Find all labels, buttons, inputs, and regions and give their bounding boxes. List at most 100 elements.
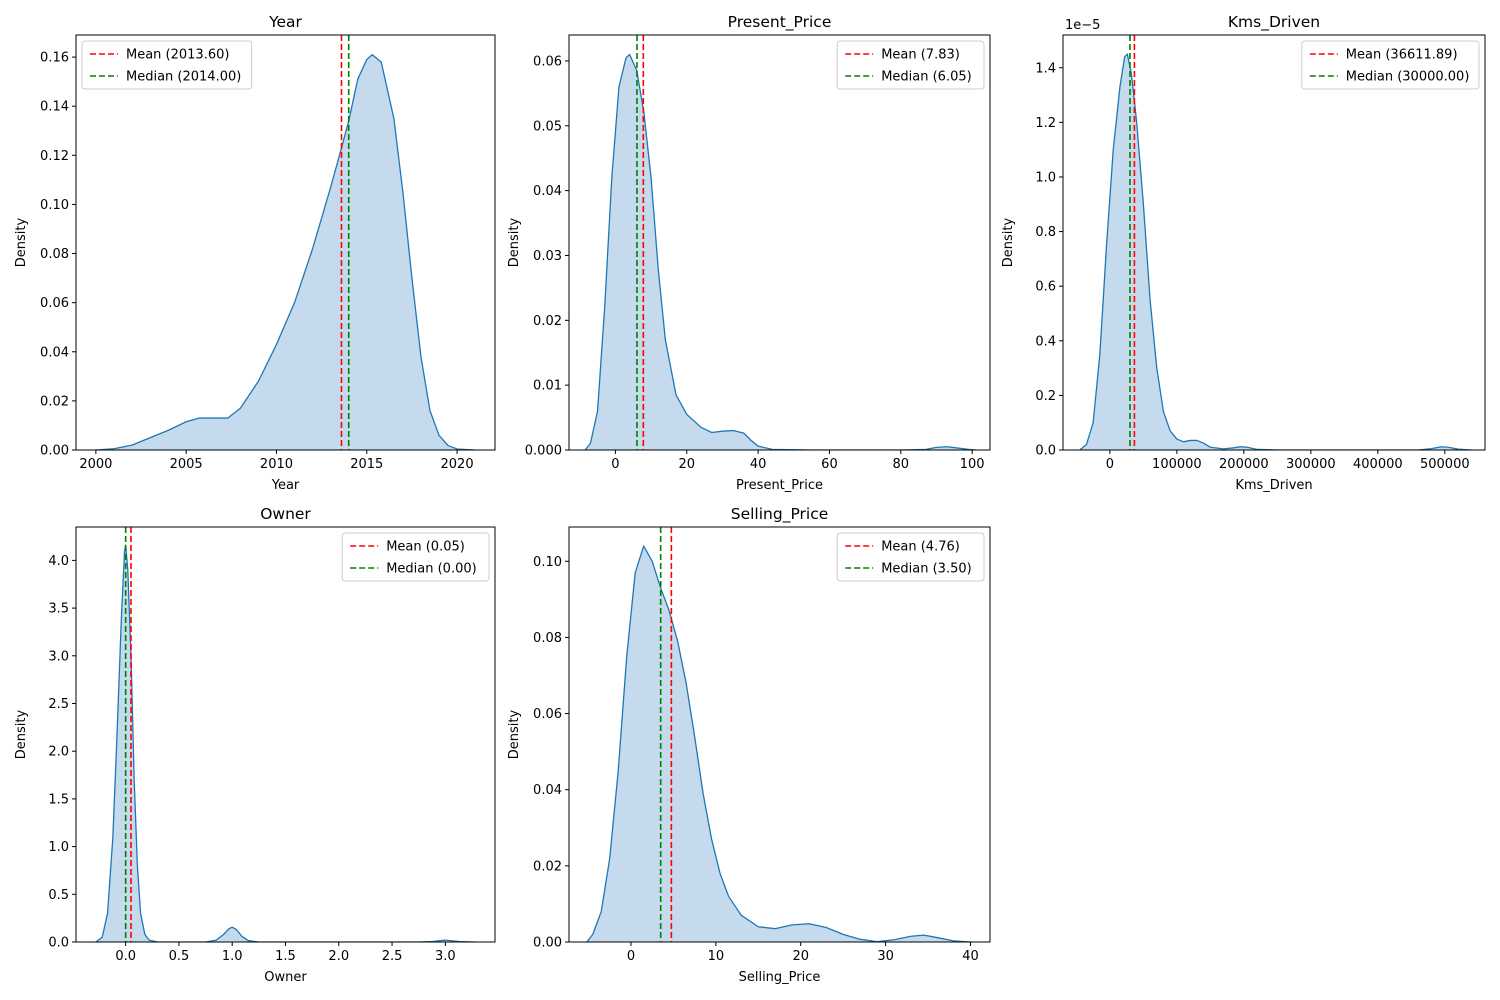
y-tick-label: 0.0	[48, 936, 69, 951]
y-tick-label: 0.2	[1035, 389, 1056, 404]
x-tick-label: 300000	[1286, 457, 1336, 472]
axes-frame	[568, 34, 991, 451]
subplot-title: Present_Price	[728, 13, 832, 32]
density-area	[1079, 54, 1472, 450]
x-tick-label: 100000	[1152, 457, 1202, 472]
y-axis-label: Density	[14, 217, 29, 267]
x-tick-label: 500000	[1420, 457, 1470, 472]
density-area	[585, 54, 976, 450]
subplot-kms_driven: 0 100000 200000 300000 400000 500000 0.0 0.2 0.4…	[1001, 13, 1486, 493]
x-tick-label: 2020	[441, 457, 474, 472]
y-tick-label: 0.10	[40, 198, 69, 213]
y-tick-label: 1.4	[1035, 61, 1056, 76]
x-axis-label: Present_Price	[736, 478, 823, 493]
x-tick-label: 2.5	[382, 949, 403, 964]
y-tick-label: 0.000	[525, 444, 562, 459]
x-tick-label: 10	[708, 949, 725, 964]
x-tick-label: 400000	[1353, 457, 1403, 472]
legend-median-label: Median (6.05)	[881, 70, 972, 85]
y-tick-label: 0.06	[40, 296, 69, 311]
x-tick-label: 0.0	[115, 949, 136, 964]
x-tick-label: 2010	[260, 457, 293, 472]
x-tick-label: 2015	[350, 457, 383, 472]
x-tick-label: 2.0	[328, 949, 349, 964]
y-tick-label: 0.08	[533, 631, 562, 646]
x-tick-label: 200000	[1219, 457, 1269, 472]
x-tick-label: 40	[750, 457, 767, 472]
axes-frame	[568, 526, 991, 943]
legend: Mean (7.83) Median (6.05)	[836, 40, 985, 90]
density-line	[1079, 53, 1472, 450]
x-tick-label: 2000	[79, 457, 112, 472]
subplot-title: Owner	[260, 505, 311, 523]
y-tick-label: 0.06	[533, 54, 562, 69]
y-axis-label: Density	[1001, 217, 1016, 267]
y-tick-label: 0.02	[40, 394, 69, 409]
y-tick-label: 0.5	[48, 888, 69, 903]
density-line	[584, 53, 976, 450]
y-tick-label: 0.4	[1035, 334, 1056, 349]
subplot-present_price: 0 20 40 60 80 100 0.000 0.01 0.02 0.03 0.04 0.05 0.0…	[507, 13, 991, 493]
y-tick-label: 0.05	[533, 119, 562, 134]
legend: Mean (2013.60) Median (2014.00)	[81, 40, 253, 90]
y-tick-label: 0.16	[40, 51, 69, 66]
y-tick-label: 1.0	[48, 840, 69, 855]
legend-mean-label: Mean (2013.60)	[126, 48, 229, 63]
legend-median-label: Median (30000.00)	[1346, 70, 1470, 85]
subplot-owner: 0.0 0.5 1.0 1.5 2.0 2.5 3.0 0.0 0.5 1.0 1.5 2.0 2.5 3…	[14, 505, 496, 985]
y-tick-label: 0.04	[533, 783, 562, 798]
density-area	[95, 54, 476, 450]
density-line	[95, 544, 476, 942]
y-tick-label: 4.0	[48, 554, 69, 569]
legend-mean-label: Mean (7.83)	[881, 48, 960, 63]
x-tick-label: 1.5	[275, 949, 296, 964]
x-axis-label: Year	[271, 478, 300, 493]
legend-median-label: Median (0.00)	[386, 562, 477, 577]
legend-box	[341, 532, 490, 582]
x-tick-label: 0	[1106, 457, 1114, 472]
legend-box	[836, 40, 985, 90]
x-tick-label: 20	[792, 949, 809, 964]
legend-median-label: Median (3.50)	[881, 562, 972, 577]
subplot-title: Year	[268, 13, 302, 31]
legend-mean-label: Mean (4.76)	[881, 540, 960, 555]
subplot-year: 2000 2005 2010 2015 2020 0.00 0.02 0.04 0.06 0.08…	[14, 13, 496, 493]
y-tick-label: 0.03	[533, 249, 562, 264]
x-tick-label: 2005	[170, 457, 203, 472]
x-axis-label: Kms_Driven	[1235, 478, 1312, 493]
x-tick-label: 80	[893, 457, 910, 472]
density-area	[586, 546, 971, 942]
y-tick-label: 0.00	[40, 444, 69, 459]
legend-box	[1301, 40, 1480, 90]
legend-box	[81, 40, 253, 90]
legend-mean-label: Mean (36611.89)	[1346, 48, 1458, 63]
y-tick-label: 0.14	[40, 100, 69, 115]
y-offset-text: 1e−5	[1065, 18, 1100, 33]
y-tick-label: 0.02	[533, 314, 562, 329]
legend-mean-label: Mean (0.05)	[386, 540, 465, 555]
y-tick-label: 1.0	[1035, 170, 1056, 185]
y-axis-label: Density	[507, 217, 522, 267]
x-tick-label: 100	[960, 457, 985, 472]
y-tick-label: 0.6	[1035, 280, 1056, 295]
legend: Mean (36611.89) Median (30000.00)	[1301, 40, 1480, 90]
x-tick-label: 60	[821, 457, 838, 472]
y-tick-label: 0.01	[533, 379, 562, 394]
legend-box	[836, 532, 985, 582]
density-line	[95, 53, 476, 450]
y-tick-label: 0.08	[40, 247, 69, 262]
legend-median-label: Median (2014.00)	[126, 70, 241, 85]
y-axis-label: Density	[14, 709, 29, 759]
axes-frame	[75, 34, 496, 451]
y-tick-label: 0.12	[40, 149, 69, 164]
axes-frame	[1062, 34, 1486, 451]
y-tick-label: 0.8	[1035, 225, 1056, 240]
density-line	[586, 545, 971, 942]
x-tick-label: 0	[627, 949, 635, 964]
y-tick-label: 2.5	[48, 697, 69, 712]
y-tick-label: 0.04	[40, 345, 69, 360]
y-tick-label: 2.0	[48, 745, 69, 760]
legend: Mean (4.76) Median (3.50)	[836, 532, 985, 582]
x-axis-label: Owner	[264, 970, 307, 985]
y-tick-label: 3.5	[48, 602, 69, 617]
